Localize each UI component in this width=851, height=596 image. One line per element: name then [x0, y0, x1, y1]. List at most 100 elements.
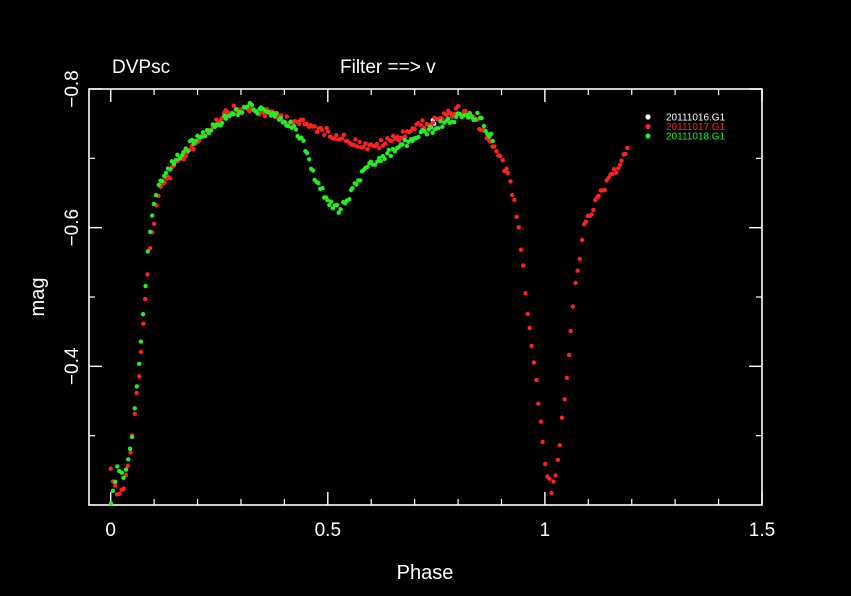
data-point-series-2	[536, 401, 541, 406]
data-point-series-2	[296, 121, 302, 127]
data-point-series-3	[153, 193, 159, 198]
data-point-series-2	[463, 108, 468, 114]
data-point-series-3	[163, 170, 169, 176]
data-point-series-2	[625, 145, 630, 151]
data-point-series-2	[613, 170, 619, 175]
data-point-series-2	[128, 450, 133, 455]
x-tick-label: 1.5	[749, 520, 775, 541]
axis-ticks	[89, 88, 763, 505]
data-point-series-2	[402, 134, 408, 139]
data-point-series-3	[338, 207, 343, 212]
data-point-series-2	[575, 268, 580, 273]
data-point-series-3	[132, 406, 137, 411]
data-point-series-3	[304, 150, 310, 156]
data-point-series-3	[430, 130, 435, 135]
data-point-series-2	[355, 144, 360, 149]
data-point-series-3	[185, 148, 191, 154]
data-point-series-3	[416, 134, 421, 140]
data-point-series-2	[529, 343, 534, 349]
data-point-series-2	[383, 141, 388, 146]
data-point-series-2	[579, 237, 585, 243]
data-point-series-3	[291, 123, 297, 129]
data-point-series-2	[339, 136, 345, 141]
data-point-series-2	[616, 166, 621, 171]
data-point-series-3	[372, 162, 378, 167]
data-point-series-3	[181, 150, 186, 155]
data-point-series-3	[358, 178, 363, 183]
data-point-series-2	[538, 419, 544, 424]
data-point-series-3	[255, 111, 260, 116]
x-tick-label: 0.5	[315, 520, 341, 541]
data-point-series-2	[322, 132, 327, 138]
data-point-series-2	[418, 123, 423, 128]
data-point-series-2	[527, 325, 532, 331]
data-point-series-2	[514, 214, 519, 219]
data-point-series-3	[160, 178, 165, 184]
data-point-series-3	[310, 168, 316, 173]
legend-marker	[645, 114, 651, 120]
data-point-series-3	[350, 186, 355, 191]
data-point-series-3	[402, 137, 407, 143]
data-point-series-2	[553, 473, 558, 478]
data-point-series-3	[140, 312, 146, 317]
data-point-series-3	[336, 210, 341, 215]
data-point-series-2	[492, 144, 497, 149]
data-point-series-3	[200, 130, 206, 135]
data-point-series-3	[347, 197, 352, 202]
data-point-series-2	[117, 491, 122, 497]
data-point-series-3	[385, 151, 390, 156]
data-point-series-3	[328, 199, 334, 204]
data-point-series-2	[341, 132, 347, 137]
data-point-series-2	[378, 137, 384, 143]
data-point-series-3	[375, 159, 380, 164]
legend-marker	[645, 123, 651, 130]
data-point-series-2	[589, 212, 594, 217]
data-point-series-3	[327, 202, 332, 208]
x-tick-label: 1	[540, 520, 551, 541]
data-point-series-3	[145, 249, 150, 254]
data-point-series-2	[143, 296, 148, 302]
data-point-series-2	[395, 134, 400, 140]
data-point-series-3	[475, 110, 480, 116]
data-point-series-2	[231, 103, 236, 108]
data-point-series-2	[137, 374, 142, 379]
data-point-series-3	[386, 147, 391, 153]
data-point-series-3	[334, 202, 340, 208]
data-point-series-3	[274, 111, 279, 116]
data-point-series-2	[151, 221, 157, 226]
data-point-series-2	[577, 256, 582, 262]
data-point-series-3	[404, 143, 410, 149]
y-tick-label: −0.6	[62, 209, 83, 247]
data-point-series-2	[534, 377, 539, 383]
data-point-series-2	[365, 147, 370, 152]
data-point-series-2	[531, 360, 537, 365]
data-point-series-2	[566, 352, 572, 358]
data-point-series-2	[444, 112, 449, 117]
legend-label: 20111017.G1	[666, 122, 726, 133]
data-point-series-3	[126, 457, 131, 462]
data-point-series-3	[278, 115, 283, 121]
data-point-series-3	[119, 470, 125, 475]
data-points	[108, 100, 630, 506]
data-point-series-2	[420, 118, 425, 123]
data-point-series-2	[619, 158, 624, 163]
data-point-series-3	[171, 161, 177, 167]
data-point-series-2	[617, 162, 623, 168]
object-name: DVPsc	[112, 57, 170, 78]
data-point-series-2	[108, 466, 114, 471]
data-point-series-3	[134, 384, 139, 389]
data-point-series-3	[173, 157, 178, 163]
y-tick-label: −0.4	[62, 347, 83, 385]
data-point-series-2	[551, 479, 556, 484]
data-point-series-2	[141, 321, 146, 326]
data-point-series-2	[504, 166, 509, 171]
legend-label: 20111018.G1	[666, 132, 726, 143]
data-point-series-2	[518, 247, 524, 252]
data-point-series-2	[262, 113, 267, 119]
data-point-series-3	[108, 501, 114, 506]
data-point-series-3	[325, 197, 330, 203]
data-point-series-3	[143, 283, 148, 289]
data-point-series-3	[282, 119, 287, 125]
data-point-series-2	[145, 272, 150, 277]
